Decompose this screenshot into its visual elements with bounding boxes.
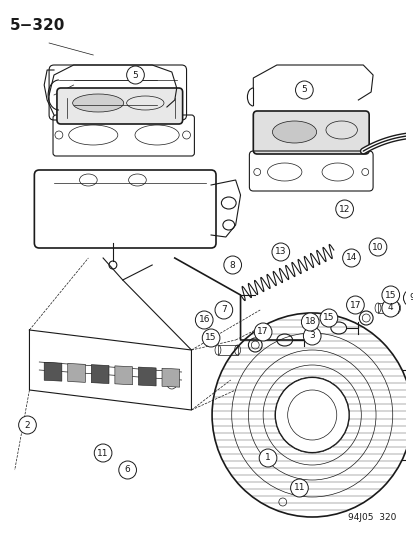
Text: 16: 16 (198, 316, 209, 325)
Circle shape (301, 313, 318, 331)
Circle shape (381, 299, 399, 317)
Text: 18: 18 (304, 318, 315, 327)
Circle shape (119, 461, 136, 479)
Circle shape (202, 329, 219, 347)
Circle shape (381, 286, 399, 304)
Text: 5−320: 5−320 (10, 18, 65, 33)
Text: 12: 12 (338, 205, 349, 214)
FancyBboxPatch shape (57, 88, 182, 124)
Ellipse shape (272, 121, 316, 143)
FancyBboxPatch shape (253, 111, 368, 154)
Text: 17: 17 (349, 301, 360, 310)
Polygon shape (138, 367, 156, 386)
Text: 14: 14 (345, 254, 356, 262)
Polygon shape (91, 365, 109, 384)
Text: 4: 4 (387, 303, 393, 312)
Bar (411, 399, 413, 431)
Circle shape (94, 444, 112, 462)
Text: 8: 8 (229, 261, 235, 270)
Text: 9: 9 (408, 294, 413, 303)
Circle shape (195, 311, 213, 329)
Text: 5: 5 (132, 70, 138, 79)
Text: 1: 1 (264, 454, 270, 463)
Text: 15: 15 (384, 290, 396, 300)
Text: 7: 7 (221, 305, 226, 314)
Polygon shape (161, 368, 179, 387)
Circle shape (346, 296, 363, 314)
Circle shape (19, 416, 36, 434)
Text: 6: 6 (124, 465, 130, 474)
Circle shape (368, 238, 386, 256)
Ellipse shape (403, 294, 411, 302)
Text: 5: 5 (301, 85, 306, 94)
Circle shape (259, 449, 276, 467)
Circle shape (254, 323, 271, 341)
Circle shape (303, 327, 320, 345)
Text: 17: 17 (257, 327, 268, 336)
Polygon shape (44, 362, 62, 381)
Text: 13: 13 (274, 247, 286, 256)
Text: 10: 10 (371, 243, 383, 252)
Text: 11: 11 (97, 448, 109, 457)
Circle shape (295, 81, 313, 99)
Circle shape (290, 479, 308, 497)
Circle shape (214, 301, 232, 319)
Text: 15: 15 (205, 334, 216, 343)
Ellipse shape (72, 94, 123, 112)
Circle shape (271, 243, 289, 261)
Bar (377, 303, 396, 313)
Polygon shape (114, 366, 132, 385)
Text: 94J05  320: 94J05 320 (347, 513, 396, 522)
Circle shape (126, 66, 144, 84)
Circle shape (403, 289, 413, 307)
Circle shape (223, 256, 241, 274)
Polygon shape (68, 364, 85, 382)
Circle shape (335, 200, 353, 218)
Text: 11: 11 (293, 483, 304, 492)
Text: 3: 3 (309, 332, 314, 341)
Bar (217, 345, 237, 355)
Circle shape (319, 309, 337, 327)
Text: 2: 2 (25, 421, 30, 430)
Text: 15: 15 (323, 313, 334, 322)
Circle shape (342, 249, 359, 267)
